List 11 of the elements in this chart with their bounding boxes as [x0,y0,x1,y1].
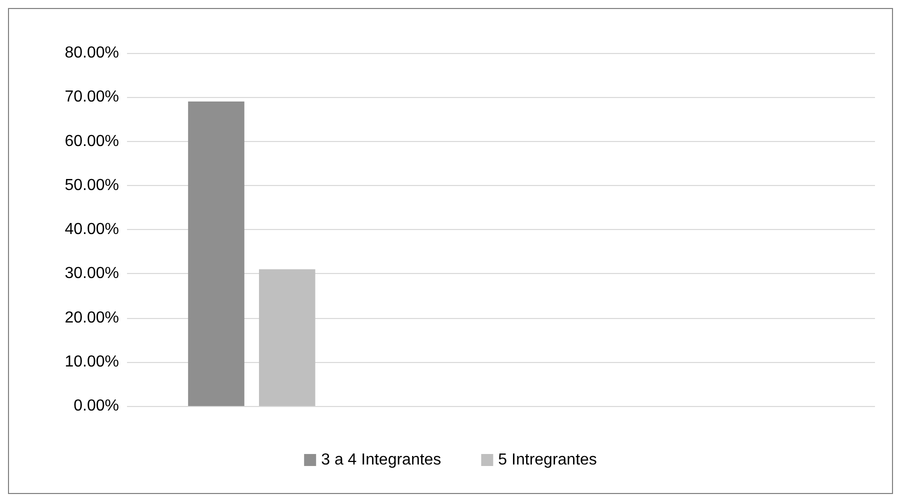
y-tick-label: 60.00% [64,132,119,150]
y-tick-label: 50.00% [64,176,119,194]
y-tick-label: 40.00% [64,221,119,238]
y-tick-label: 80.00% [64,44,119,62]
y-tick-label: 0.00% [74,398,119,414]
y-tick-label: 20.00% [64,309,119,326]
y-tick-label: 70.00% [64,88,119,106]
legend-label: 5 Intregrantes [498,452,597,468]
y-tick-label: 30.00% [64,265,119,282]
y-tick-label: 10.00% [64,353,119,370]
legend-label: 3 a 4 Integrantes [321,452,442,468]
